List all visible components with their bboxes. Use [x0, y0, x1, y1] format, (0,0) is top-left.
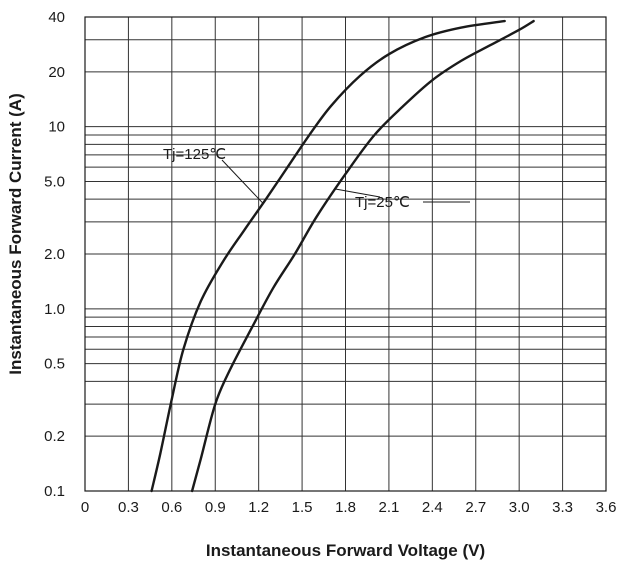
plot-frame: [84, 16, 607, 492]
y-tick-label: 10: [48, 119, 65, 136]
y-tick-labels: 0.1 0.2 0.5 1.0 2.0 5.0 10 20 40: [44, 9, 65, 500]
series-line-tj25: [190, 19, 535, 493]
x-tick-label: 2.7: [465, 499, 486, 516]
annotation-label-tj125: Tj=125℃: [163, 146, 226, 163]
curves: [150, 19, 535, 493]
x-tick-label: 3.3: [552, 499, 573, 516]
x-tick-label: 3.0: [509, 499, 530, 516]
y-tick-label: 1.0: [44, 301, 65, 318]
y-tick-label: 20: [48, 64, 65, 81]
x-tick-label: 1.5: [292, 499, 313, 516]
x-tick-label: 0.3: [118, 499, 139, 516]
annotation-label-tj25: Tj=25℃: [355, 194, 410, 211]
curve-annotations: Tj=125℃ Tj=25℃: [163, 146, 470, 211]
x-tick-label: 2.4: [422, 499, 443, 516]
x-tick-label: 1.8: [335, 499, 356, 516]
x-tick-label: 2.1: [378, 499, 399, 516]
annotation-leader-tj25: [335, 188, 381, 198]
series-line-tj125: [150, 19, 506, 493]
y-tick-label: 0.1: [44, 483, 65, 500]
y-axis-title: Instantaneous Forward Current (A): [6, 93, 25, 374]
x-tick-label: 1.2: [248, 499, 269, 516]
y-tick-label: 40: [48, 9, 65, 26]
y-tick-label: 0.5: [44, 356, 65, 373]
y-tick-label: 0.2: [44, 428, 65, 445]
x-tick-label: 0.9: [205, 499, 226, 516]
x-tick-labels: 0 0.3 0.6 0.9 1.2 1.5 1.8 2.1 2.4 2.7 3.0 3.3 3.6: [81, 499, 617, 516]
x-tick-label: 0.6: [161, 499, 182, 516]
x-tick-label: 3.6: [596, 499, 617, 516]
x-tick-label: 0: [81, 499, 89, 516]
annotation-leader-tj125: [221, 159, 264, 204]
y-tick-label: 2.0: [44, 246, 65, 263]
x-axis-title: Instantaneous Forward Voltage (V): [206, 541, 485, 560]
y-tick-label: 5.0: [44, 174, 65, 191]
